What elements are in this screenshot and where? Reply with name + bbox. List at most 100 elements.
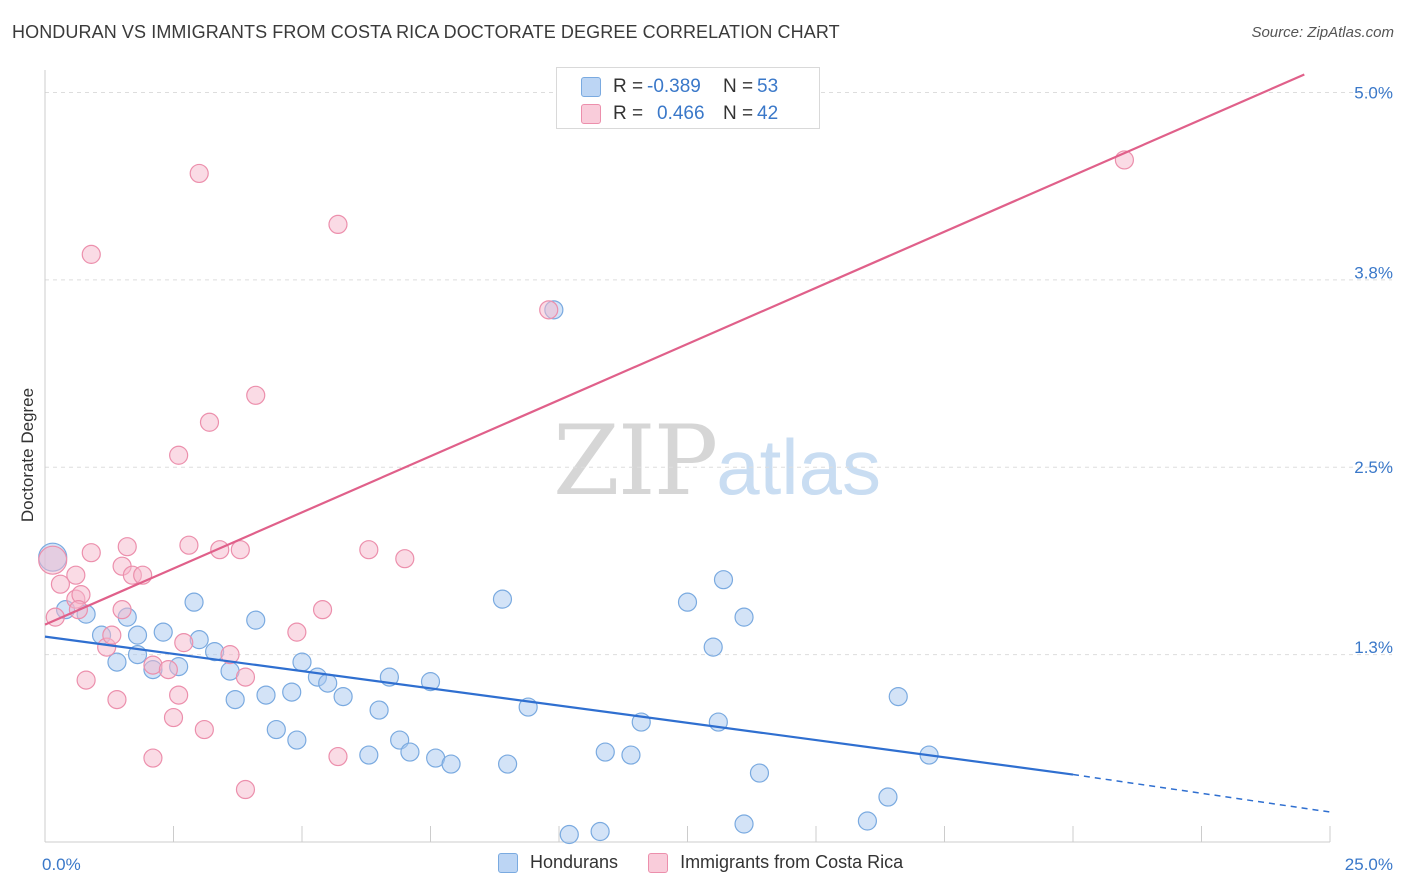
costa-rica-point <box>199 412 220 432</box>
costa-rica-point <box>194 719 214 740</box>
costa-rica-point <box>81 244 101 264</box>
costa-rica-point <box>158 660 178 680</box>
legend-n-value: 42 <box>757 103 779 124</box>
costa-rica-point <box>395 549 415 569</box>
y-axis-label: Doctorate Degree <box>18 387 37 523</box>
honduran-point <box>246 610 266 630</box>
costa-rica-point <box>328 746 348 767</box>
costa-rica-point <box>539 300 559 320</box>
costa-rica-point <box>112 600 132 620</box>
watermark-zip: ZIP <box>553 405 718 517</box>
costa-rica-point <box>107 689 127 710</box>
legend-r-value: -0.389 <box>647 76 701 97</box>
series-legend: Hondurans Immigrants from Costa Rica <box>498 852 933 873</box>
costa-rica-point <box>174 633 194 653</box>
y-tick-label: 2.5% <box>1354 458 1393 477</box>
honduran-point <box>256 685 276 705</box>
costa-rica-point <box>169 685 189 705</box>
honduran-point <box>225 689 245 710</box>
honduran-point <box>292 652 312 672</box>
costa-rica-point <box>66 565 86 585</box>
honduran-point <box>184 592 204 612</box>
honduran-point <box>333 686 353 707</box>
costa-rica-point <box>210 540 230 560</box>
honduran-point <box>107 652 127 672</box>
legend-label-costa-rica: Immigrants from Costa Rica <box>680 852 904 872</box>
costa-rica-point <box>328 214 348 234</box>
costa-rica-point <box>189 163 209 184</box>
costa-rica-point <box>246 385 266 405</box>
honduran-point <box>492 589 513 609</box>
costa-rica-point <box>359 540 379 560</box>
honduran-point <box>677 592 698 612</box>
honduran-point <box>734 607 754 627</box>
costa-rica-trend-line <box>44 73 1305 626</box>
costa-rica-point <box>312 600 333 620</box>
honduran-point <box>287 730 307 750</box>
honduran-point <box>441 754 461 774</box>
costa-rica-point <box>38 545 68 575</box>
legend-label-hondurans: Hondurans <box>530 852 619 872</box>
honduran-point <box>266 719 286 740</box>
costa-rica-point <box>287 622 307 642</box>
honduran-point <box>420 672 441 692</box>
legend-n-label: N = <box>723 103 754 124</box>
legend-row-hondurans: R = -0.389 N = 53 <box>581 74 778 100</box>
legend-swatch-costa-rica <box>648 852 669 873</box>
legend-r-label: R = <box>613 103 644 124</box>
legend-n-value: 53 <box>757 76 779 97</box>
y-tick-label: 3.8% <box>1354 263 1393 282</box>
costa-rica-point <box>235 667 256 687</box>
costa-rica-point <box>143 748 163 768</box>
honduran-point <box>318 673 338 693</box>
honduran-point <box>749 763 770 783</box>
legend-swatch-costa-rica <box>581 104 601 124</box>
honduran-point <box>703 637 723 657</box>
honduran-trend-extension <box>1072 773 1331 813</box>
legend-swatch-hondurans <box>581 77 601 97</box>
costa-rica-point <box>102 625 122 645</box>
honduran-point <box>189 630 209 650</box>
honduran-point <box>888 686 908 707</box>
legend-row-costa-rica: R = 0.466 N = 42 <box>581 101 778 127</box>
legend-n-label: N = <box>723 76 754 97</box>
y-tick-label: 5.0% <box>1354 83 1393 102</box>
costa-rica-point <box>117 537 137 557</box>
costa-rica-point <box>76 670 96 690</box>
honduran-point <box>400 742 420 762</box>
x-tick-label: 0.0% <box>42 855 81 874</box>
honduran-point <box>359 745 379 765</box>
legend-swatch-hondurans <box>498 852 518 873</box>
honduran-point <box>713 570 734 590</box>
correlation-legend: R = -0.389 N = 53 R = 0.466 N = 42 <box>556 67 820 129</box>
legend-item-costa-rica[interactable]: Immigrants from Costa Rica <box>648 852 903 873</box>
y-tick-label: 1.3% <box>1354 638 1393 657</box>
honduran-point <box>595 742 615 762</box>
costa-rica-point <box>163 707 184 728</box>
costa-rica-point <box>230 540 250 560</box>
x-tick-label: 25.0% <box>1345 855 1393 874</box>
honduran-point <box>621 745 641 765</box>
honduran-trend-line <box>44 635 1074 776</box>
costa-rica-point <box>81 543 101 563</box>
honduran-point <box>282 682 302 702</box>
costa-rica-point <box>179 535 199 555</box>
honduran-point <box>559 824 579 845</box>
honduran-point <box>590 821 610 842</box>
honduran-point <box>153 622 173 642</box>
legend-r-value: 0.466 <box>657 103 705 124</box>
costa-rica-point <box>169 445 189 465</box>
honduran-point <box>369 700 389 720</box>
chart-title: HONDURAN VS IMMIGRANTS FROM COSTA RICA D… <box>12 22 840 42</box>
honduran-point <box>734 814 754 834</box>
honduran-point <box>498 754 518 774</box>
honduran-point <box>857 811 878 831</box>
legend-item-hondurans[interactable]: Hondurans <box>498 852 618 873</box>
legend-r-label: R = <box>613 76 644 97</box>
costa-rica-point <box>220 645 240 665</box>
honduran-point <box>127 625 148 645</box>
costa-rica-point <box>50 574 71 594</box>
costa-rica-point <box>235 779 256 800</box>
source-credit: Source: ZipAtlas.com <box>1251 24 1394 41</box>
